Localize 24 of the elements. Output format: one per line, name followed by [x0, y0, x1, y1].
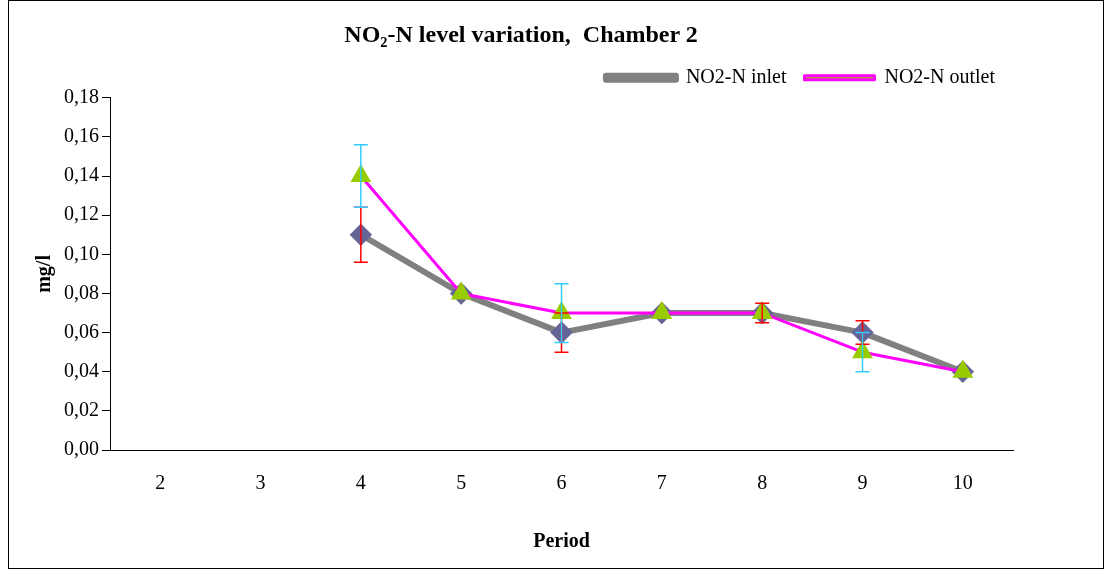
y-tick-label: 0,10 — [64, 241, 99, 264]
x-tick-label: 3 — [255, 471, 266, 494]
y-tick-label: 0,02 — [64, 398, 99, 421]
legend-label: NO2-N inlet — [685, 65, 787, 88]
x-axis-title: Period — [533, 529, 590, 552]
x-tick-label: 5 — [456, 471, 467, 494]
x-tick-label: 2 — [155, 471, 166, 494]
y-tick-label: 0,14 — [64, 163, 99, 186]
legend-label: NO2-N outlet — [884, 65, 996, 88]
y-tick-label: 0,18 — [64, 85, 99, 108]
y-tick-label: 0,08 — [64, 280, 99, 303]
x-tick-label: 8 — [757, 471, 768, 494]
x-tick-label: 4 — [355, 471, 366, 494]
x-tick-label: 6 — [556, 471, 567, 494]
y-tick-label: 0,16 — [64, 124, 99, 147]
chart-title: NO₂-N level variation, Chamber 2 — [344, 20, 698, 47]
y-tick-label: 0,00 — [64, 437, 99, 460]
y-axis-title: mg/l — [32, 254, 56, 293]
x-tick-label: 10 — [952, 471, 973, 494]
y-tick-label: 0,04 — [64, 358, 99, 381]
y-tick-label: 0,06 — [64, 319, 99, 342]
x-tick-label: 7 — [656, 471, 667, 494]
x-tick-label: 9 — [857, 471, 868, 494]
y-tick-label: 0,12 — [64, 202, 99, 225]
